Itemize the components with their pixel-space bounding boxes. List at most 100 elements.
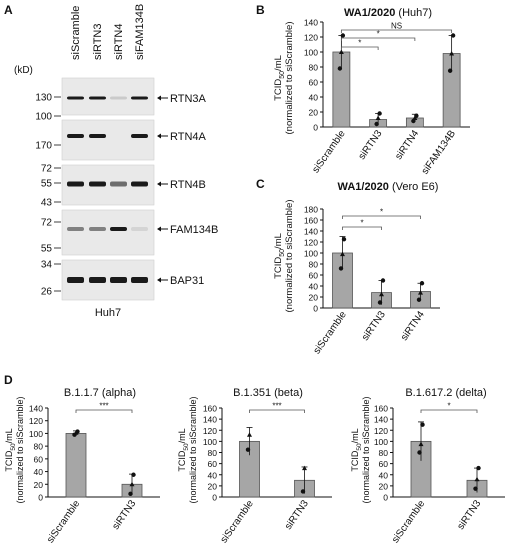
marker-label: 100: [35, 112, 52, 123]
panel-d-delta-ylabel-1: TCID50/mL: [350, 428, 363, 471]
data-point: [340, 33, 346, 38]
data-point: [379, 291, 384, 297]
panel-c-title: WA1/2020 (Vero E6): [338, 181, 439, 193]
y-tick-label: 60: [309, 271, 319, 281]
blot-strip: [61, 209, 155, 256]
d3-ylabel-pre: TCID: [350, 450, 360, 471]
data-point: [337, 66, 343, 71]
blot-band: [131, 134, 148, 138]
d2-ylabel-pre: TCID: [177, 450, 187, 471]
marker-label: 26: [41, 287, 53, 298]
y-tick-label: 60: [309, 78, 319, 88]
y-tick-label: 120: [304, 33, 318, 43]
panel-d-delta-chart: B.1.617.2 (delta) TCID50/mL (normalized …: [350, 387, 505, 545]
y-tick-label: 140: [203, 415, 217, 425]
category-label: siRTN3: [455, 498, 483, 532]
y-tick-label: 160: [203, 404, 217, 414]
data-point: [75, 429, 80, 434]
bar: [65, 433, 87, 498]
blot-band: [110, 181, 127, 187]
blot-strip: [61, 119, 155, 161]
y-tick-label: 0: [313, 304, 318, 314]
y-tick-label: 60: [208, 459, 218, 469]
panel-b-ylabel-post: /mL: [273, 55, 284, 71]
category-label: siScramble: [219, 498, 257, 545]
panel-d-alpha-ylabel-2: (normalized to siScramble): [15, 396, 25, 503]
d3-ylabel-post: /mL: [350, 428, 360, 443]
y-tick-label: 100: [304, 48, 318, 58]
cell-line-label: Huh7: [95, 307, 121, 319]
band-arrow-head: [157, 181, 161, 187]
y-tick-label: 20: [34, 480, 44, 490]
category-label: siRTN3: [283, 498, 311, 532]
d1-ylabel-post: /mL: [4, 428, 14, 443]
data-point: [340, 251, 345, 257]
y-tick-label: 140: [304, 227, 318, 237]
data-point: [245, 447, 251, 452]
marker-label: 34: [41, 260, 53, 271]
panel-b-title: WA1/2020 (Huh7): [344, 7, 432, 19]
y-tick-label: 0: [212, 493, 217, 503]
band-label: RTN4A: [170, 131, 207, 143]
data-point: [473, 486, 478, 491]
data-point: [412, 115, 418, 120]
data-point: [420, 422, 425, 427]
band-label: RTN4B: [170, 179, 206, 191]
y-tick-label: 40: [309, 282, 319, 292]
data-point: [416, 297, 422, 302]
panel-c-chart: WA1/2020 (Vero E6) TCID50/mL (normalized…: [273, 181, 440, 356]
data-point: [129, 481, 135, 487]
y-tick-label: 20: [309, 293, 319, 303]
y-tick-label: 140: [29, 404, 43, 414]
y-tick-label: 180: [304, 205, 318, 215]
lane-label: siFAM134B: [134, 4, 146, 60]
y-tick-label: 60: [379, 459, 389, 469]
marker-label: 130: [35, 93, 52, 104]
y-tick-label: 120: [374, 426, 388, 436]
category-label: siFAM134B: [420, 128, 459, 176]
blot-band: [67, 134, 84, 138]
panel-d-alpha-title: B.1.1.7 (alpha): [64, 387, 136, 399]
data-point: [474, 476, 480, 482]
panel-c-ylabel-2: (normalized to siScramble): [284, 200, 295, 313]
data-point: [302, 465, 307, 471]
kd-label: (kD): [14, 65, 33, 76]
d1-ylabel-sub: 50: [10, 443, 17, 451]
panel-b-ylabel-sub: 50: [279, 71, 286, 79]
y-tick-label: 80: [208, 448, 218, 458]
sig-label: *: [447, 402, 450, 411]
panel-d-beta-title: B.1.351 (beta): [233, 387, 303, 399]
blot-band: [89, 227, 106, 231]
sig-bracket: [75, 409, 133, 413]
y-tick-label: 120: [304, 238, 318, 248]
panel-d-delta-title: B.1.617.2 (delta): [405, 387, 486, 399]
marker-label: 43: [41, 198, 53, 209]
y-tick-label: 40: [309, 93, 319, 103]
data-point: [300, 489, 306, 494]
panel-c-ylabel-pre: TCID: [273, 257, 284, 279]
data-point: [128, 491, 133, 497]
sig-bracket: [340, 37, 416, 41]
blot-band: [67, 181, 84, 187]
d1-ylabel-pre: TCID: [4, 450, 14, 471]
d3-ylabel-sub: 50: [356, 443, 363, 451]
lane-label: siRTN4: [113, 24, 125, 60]
blot-band: [131, 227, 148, 231]
blot-band: [89, 96, 106, 100]
y-tick-label: 100: [304, 249, 318, 259]
blot-band: [131, 277, 148, 283]
y-tick-label: 140: [374, 415, 388, 425]
data-point: [338, 266, 344, 271]
blot-band: [110, 277, 127, 283]
category-label: siScramble: [312, 309, 350, 356]
y-tick-label: 140: [304, 18, 318, 28]
band-arrow-head: [157, 226, 161, 232]
y-tick-label: 80: [379, 448, 389, 458]
panel-d-alpha-chart: B.1.1.7 (alpha) TCID50/mL (normalized to…: [4, 387, 160, 545]
category-label: siScramble: [310, 128, 348, 175]
blot-band: [89, 181, 106, 187]
sig-label: *: [377, 30, 380, 39]
y-tick-label: 100: [374, 437, 388, 447]
data-point: [374, 121, 379, 127]
band-arrow-head: [157, 277, 161, 283]
